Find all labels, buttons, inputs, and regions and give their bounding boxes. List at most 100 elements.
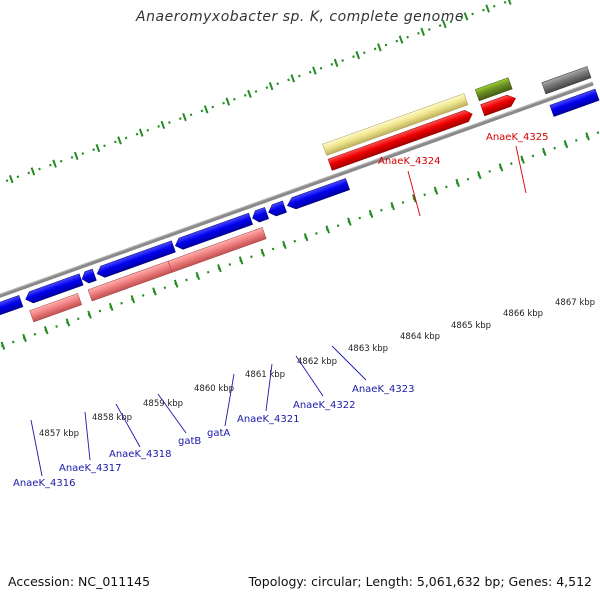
major-tick bbox=[398, 35, 404, 44]
scale-label: 4864 kbp bbox=[400, 332, 440, 342]
scale-label: 4857 kbp bbox=[39, 429, 79, 439]
forward-strand-features bbox=[322, 66, 592, 171]
gene-label-anaek-4318[interactable]: AnaeK_4318 bbox=[109, 449, 171, 460]
major-tick bbox=[312, 66, 317, 75]
scale-label: 4863 kbp bbox=[348, 344, 388, 354]
major-tick bbox=[420, 27, 425, 36]
major-tick bbox=[52, 159, 57, 168]
genome-backbone bbox=[0, 81, 594, 315]
inner-tick-ring bbox=[0, 127, 600, 359]
gene-label-anaek-4317[interactable]: AnaeK_4317 bbox=[59, 463, 121, 474]
major-tick bbox=[541, 147, 547, 156]
major-tick bbox=[377, 43, 382, 52]
accession-text: Accession: NC_011145 bbox=[8, 574, 151, 589]
gene-arrow-anaek-4318[interactable] bbox=[95, 240, 176, 280]
major-tick bbox=[282, 240, 287, 250]
gene-arrow-anaek-4325-upper[interactable] bbox=[474, 77, 513, 102]
major-tick bbox=[268, 82, 274, 91]
gene-arrow-pink-4317[interactable] bbox=[29, 293, 83, 323]
gene-label-anaek-4323[interactable]: AnaeK_4323 bbox=[352, 384, 414, 395]
scale-label: 4865 kbp bbox=[451, 321, 491, 331]
major-tick bbox=[130, 295, 136, 304]
map-title: Anaeromyxobacter sp. K, complete genome bbox=[136, 9, 464, 25]
inner-major-ticks bbox=[0, 132, 590, 350]
gene-label-gata[interactable]: gatA bbox=[207, 428, 230, 439]
scale-label: 4861 kbp bbox=[245, 370, 285, 380]
major-tick bbox=[95, 144, 101, 153]
reverse-strand-features bbox=[0, 88, 600, 330]
outer-tick-ring bbox=[0, 0, 558, 194]
major-tick bbox=[507, 0, 512, 5]
major-tick bbox=[433, 186, 439, 195]
major-tick bbox=[347, 217, 352, 226]
major-tick bbox=[43, 326, 49, 335]
major-tick bbox=[390, 202, 395, 211]
scale-label: 4860 kbp bbox=[194, 384, 234, 394]
gene-labels: AnaeK_4316 AnaeK_4317 AnaeK_4318 gatB ga… bbox=[13, 132, 548, 489]
gene-arrow-gray[interactable] bbox=[541, 66, 592, 95]
major-tick bbox=[477, 171, 482, 180]
major-tick bbox=[442, 19, 447, 29]
major-tick bbox=[463, 12, 469, 21]
major-tick bbox=[303, 233, 309, 242]
major-tick bbox=[87, 310, 92, 319]
major-tick bbox=[585, 132, 590, 141]
gene-arrow-anaek-4323[interactable] bbox=[285, 178, 350, 211]
major-tick bbox=[355, 50, 361, 60]
scale-label: 4867 kbp bbox=[555, 298, 595, 308]
gene-arrow-anaek-4321[interactable] bbox=[267, 200, 287, 218]
major-tick bbox=[117, 136, 122, 145]
gene-arrow-anaek-4317b[interactable] bbox=[80, 268, 97, 285]
genome-summary-text: Topology: circular; Length: 5,061,632 bp… bbox=[248, 574, 592, 589]
major-tick bbox=[195, 271, 201, 281]
major-tick bbox=[182, 113, 187, 122]
major-tick bbox=[173, 279, 179, 288]
gene-arrow-anaek-4324[interactable] bbox=[327, 108, 474, 171]
major-tick bbox=[160, 120, 166, 129]
major-tick bbox=[138, 128, 144, 137]
gene-leader-lines bbox=[30, 345, 367, 477]
gene-label-anaek-4316[interactable]: AnaeK_4316 bbox=[13, 478, 75, 489]
scale-label: 4862 kbp bbox=[297, 357, 337, 367]
major-tick bbox=[217, 264, 222, 273]
major-tick bbox=[563, 140, 569, 149]
scale-label: 4866 kbp bbox=[503, 309, 543, 319]
outer-major-ticks bbox=[8, 0, 512, 184]
major-tick bbox=[30, 167, 36, 176]
major-tick bbox=[325, 225, 331, 234]
gene-leader-lines-red bbox=[407, 145, 527, 217]
gene-arrow-anaek-4324-upper[interactable] bbox=[322, 93, 469, 156]
gene-arrow-anaek-4325[interactable] bbox=[480, 93, 518, 117]
major-tick bbox=[290, 74, 296, 83]
gene-label-anaek-4324[interactable]: AnaeK_4324 bbox=[378, 156, 440, 167]
gene-arrow-anaek-4317[interactable] bbox=[24, 273, 84, 305]
major-tick bbox=[368, 209, 374, 219]
major-tick bbox=[247, 89, 252, 98]
gene-arrow-pink-gata[interactable] bbox=[167, 227, 267, 273]
gene-label-gatb[interactable]: gatB bbox=[178, 436, 201, 447]
major-tick bbox=[333, 58, 339, 67]
gene-arrow-blue-right[interactable] bbox=[549, 88, 600, 117]
gene-arrow-anaek-4316[interactable] bbox=[0, 295, 24, 330]
gene-arrow-gata[interactable] bbox=[250, 207, 269, 223]
gene-label-anaek-4325[interactable]: AnaeK_4325 bbox=[486, 132, 548, 143]
genome-track-group bbox=[0, 0, 600, 359]
major-tick bbox=[203, 105, 209, 114]
major-tick bbox=[152, 287, 157, 296]
major-tick bbox=[412, 194, 417, 203]
major-tick bbox=[485, 4, 490, 13]
gene-arrow-gatb[interactable] bbox=[173, 212, 253, 251]
scale-label: 4858 kbp bbox=[92, 413, 132, 423]
major-tick bbox=[108, 302, 114, 312]
major-tick bbox=[520, 155, 525, 164]
major-tick bbox=[498, 163, 504, 172]
major-tick bbox=[8, 175, 14, 184]
major-tick bbox=[238, 256, 244, 265]
major-tick bbox=[73, 151, 79, 160]
gene-label-anaek-4321[interactable]: AnaeK_4321 bbox=[237, 414, 299, 425]
major-tick bbox=[22, 333, 27, 343]
scale-label: 4859 kbp bbox=[143, 399, 183, 409]
major-tick bbox=[260, 248, 266, 257]
gene-label-anaek-4322[interactable]: AnaeK_4322 bbox=[293, 400, 355, 411]
